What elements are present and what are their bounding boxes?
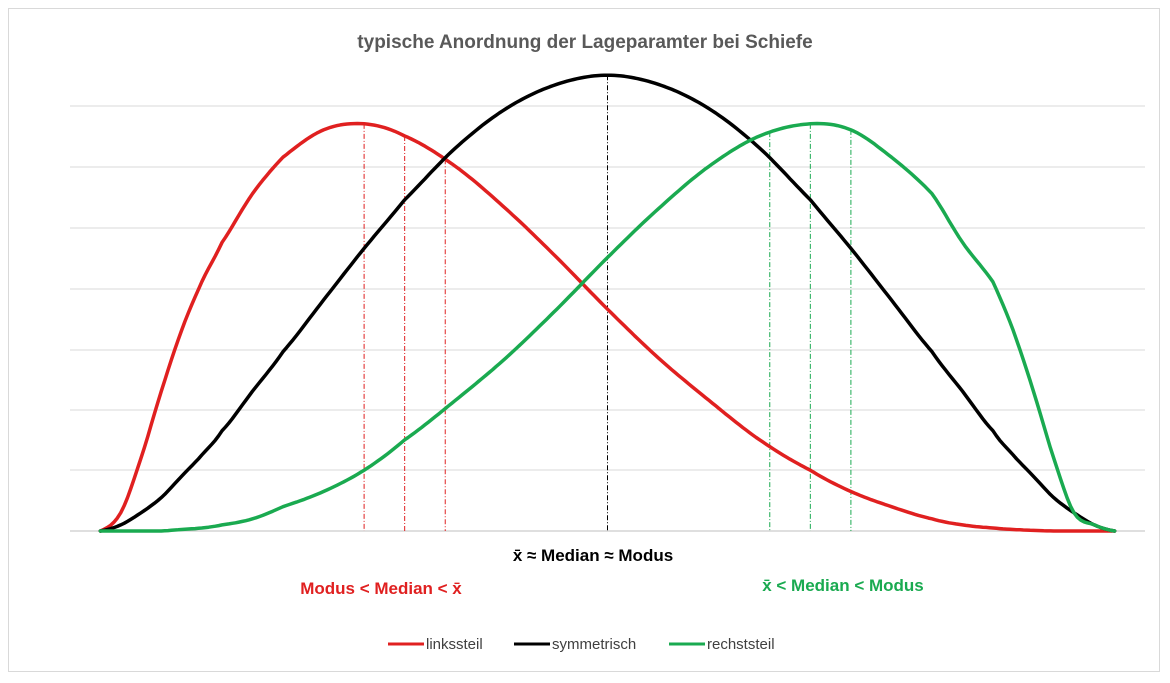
annotation-left: Modus < Median < x̄: [300, 579, 462, 598]
legend-label-symmetrisch: symmetrisch: [552, 636, 636, 653]
reference-lines: [363, 75, 852, 531]
legend-label-linkssteil: linkssteil: [426, 636, 483, 653]
annotation-symmetric: x̄ ≈ Median ≈ Modus: [513, 546, 673, 565]
series-layer: [98, 73, 1117, 533]
series-line-linkssteil: [98, 121, 1117, 533]
series-line-rechststeil: [98, 121, 1117, 533]
chart-title: typische Anordnung der Lageparamter bei …: [357, 32, 812, 53]
legend-item-rechststeil: rechststeil: [669, 636, 775, 653]
legend: linkssteil symmetrisch rechststeil: [388, 636, 775, 653]
legend-item-linkssteil: linkssteil: [388, 636, 483, 653]
annotation-right: x̄ < Median < Modus: [762, 576, 924, 595]
series-line-symmetrisch: [98, 73, 1117, 533]
legend-label-rechststeil: rechststeil: [707, 636, 775, 653]
legend-item-symmetrisch: symmetrisch: [514, 636, 636, 653]
chart-frame: [8, 8, 1160, 672]
